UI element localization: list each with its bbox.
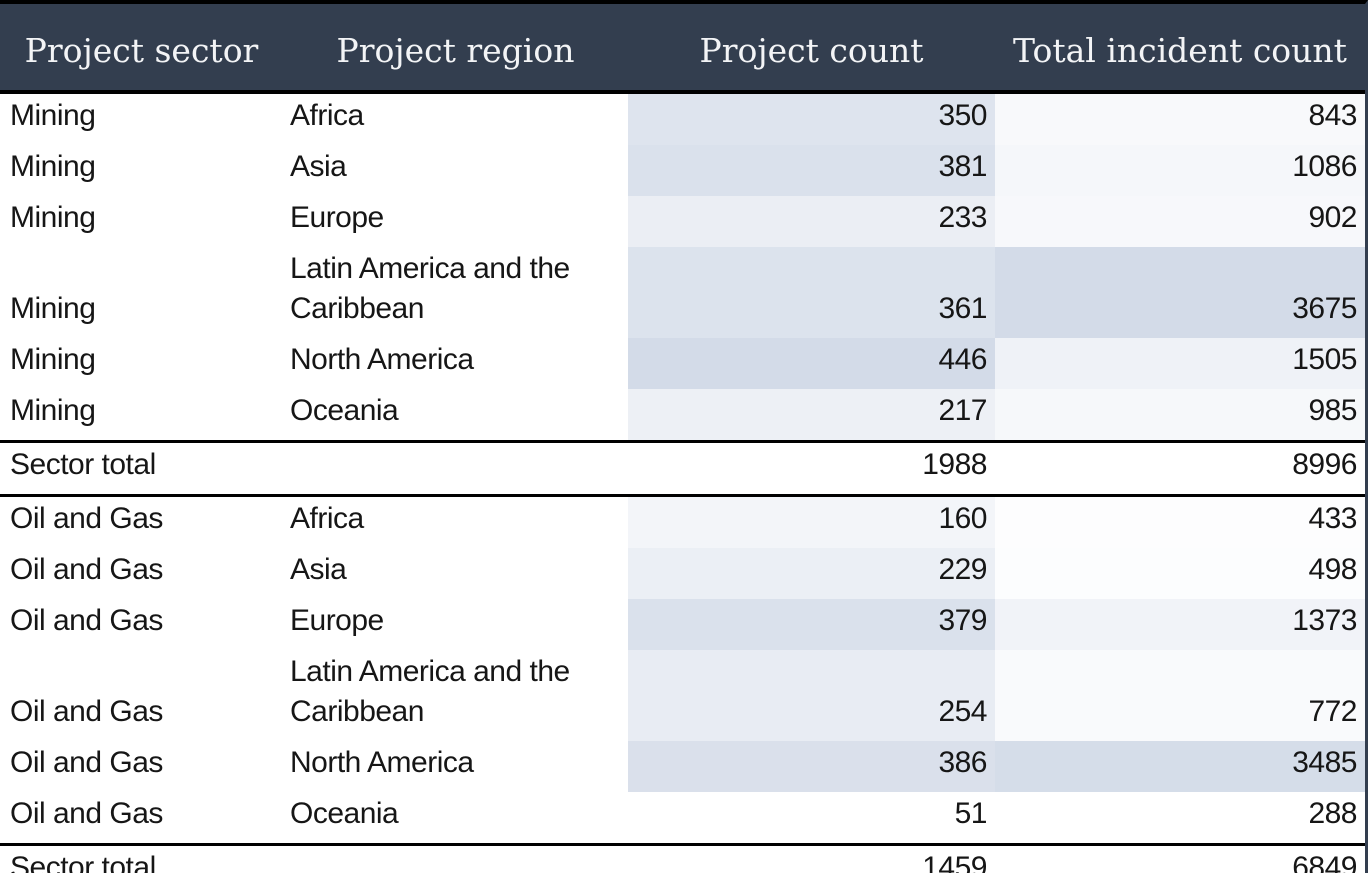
- incident-count-cell: 1373: [995, 599, 1365, 650]
- incident-count-cell: 902: [995, 196, 1365, 247]
- project-count-cell: 361: [628, 247, 995, 338]
- table-row: Mining Oceania 217 985: [0, 389, 1365, 442]
- project-count-cell: 350: [628, 92, 995, 145]
- project-count-cell: 160: [628, 495, 995, 548]
- sector-cell: Oil and Gas: [10, 746, 163, 779]
- region-cell: Asia: [290, 150, 347, 183]
- project-count-cell: 379: [628, 599, 995, 650]
- region-cell: Latin America and the Caribbean: [290, 655, 570, 728]
- table-row: Oil and Gas Africa 160 433: [0, 495, 1365, 548]
- sector-cell: Mining: [10, 292, 96, 325]
- project-count-cell: 381: [628, 145, 995, 196]
- sector-cell: Oil and Gas: [10, 604, 163, 637]
- incident-count-cell: 843: [995, 92, 1365, 145]
- sector-total-row: Sector total 1988 8996: [0, 441, 1365, 496]
- table-row: Mining Asia 381 1086: [0, 145, 1365, 196]
- sector-total-empty-cell: [283, 441, 628, 496]
- sector-cell: Mining: [10, 343, 96, 376]
- sector-cell: Oil and Gas: [10, 797, 163, 830]
- region-cell: Africa: [290, 99, 364, 132]
- sector-cell: Mining: [10, 394, 96, 427]
- table-row: Oil and Gas Europe 379 1373: [0, 599, 1365, 650]
- project-count-cell: 446: [628, 338, 995, 389]
- project-count-cell: 254: [628, 650, 995, 741]
- incident-count-cell: 433: [995, 495, 1365, 548]
- header-row: Project sector Project region Project co…: [0, 4, 1365, 94]
- sector-total-incident-count: 8996: [995, 441, 1365, 496]
- column-header-project-count: Project count: [628, 4, 995, 94]
- project-count-cell: 233: [628, 196, 995, 247]
- table-row: Mining Latin America and the Caribbean 361…: [0, 247, 1365, 338]
- sector-cell: Mining: [10, 99, 96, 132]
- sector-total-empty-cell: [283, 844, 628, 873]
- incident-count-cell: 3675: [995, 247, 1365, 338]
- column-header-project-sector: Project sector: [0, 4, 283, 94]
- sector-total-label: Sector total: [0, 441, 283, 496]
- region-cell: Latin America and the Caribbean: [290, 252, 570, 325]
- table-row: Oil and Gas Latin America and the Caribbe…: [0, 650, 1365, 741]
- table-row: Mining Europe 233 902: [0, 196, 1365, 247]
- incident-count-cell: 985: [995, 389, 1365, 442]
- incident-count-cell: 1505: [995, 338, 1365, 389]
- column-header-total-incident-count: Total incident count: [995, 4, 1365, 94]
- sector-total-row: Sector total 1459 6849: [0, 844, 1365, 873]
- sector-cell: Mining: [10, 150, 96, 183]
- table-row: Oil and Gas Asia 229 498: [0, 548, 1365, 599]
- region-cell: North America: [290, 746, 474, 779]
- sector-cell: Oil and Gas: [10, 695, 163, 728]
- sector-total-project-count: 1459: [628, 844, 995, 873]
- table-header: Project sector Project region Project co…: [0, 4, 1365, 94]
- incident-count-cell: 288: [995, 792, 1365, 845]
- project-count-cell: 51: [628, 792, 995, 845]
- table-row: Oil and Gas Oceania 51 288: [0, 792, 1365, 845]
- table-row: Mining Africa 350 843: [0, 92, 1365, 145]
- sector-total-label: Sector total: [0, 844, 283, 873]
- incident-count-cell: 3485: [995, 741, 1365, 792]
- region-cell: Asia: [290, 553, 347, 586]
- region-cell: Africa: [290, 502, 364, 535]
- region-cell: Europe: [290, 201, 384, 234]
- column-header-project-region: Project region: [283, 4, 628, 94]
- region-cell: Oceania: [290, 394, 399, 427]
- incident-count-cell: 772: [995, 650, 1365, 741]
- sector-total-project-count: 1988: [628, 441, 995, 496]
- project-count-cell: 229: [628, 548, 995, 599]
- table-body: Mining Africa 350 843 Mining Asia 381 1086 Minin…: [0, 92, 1365, 873]
- region-cell: Europe: [290, 604, 384, 637]
- project-count-cell: 217: [628, 389, 995, 442]
- region-cell: North America: [290, 343, 474, 376]
- sector-total-incident-count: 6849: [995, 844, 1365, 873]
- project-count-cell: 386: [628, 741, 995, 792]
- sector-cell: Oil and Gas: [10, 502, 163, 535]
- table-row: Mining North America 446 1505: [0, 338, 1365, 389]
- table-row: Oil and Gas North America 386 3485: [0, 741, 1365, 792]
- region-cell: Oceania: [290, 797, 399, 830]
- incident-count-cell: 1086: [995, 145, 1365, 196]
- sector-cell: Mining: [10, 201, 96, 234]
- incident-table: Project sector Project region Project co…: [0, 4, 1365, 873]
- incident-count-cell: 498: [995, 548, 1365, 599]
- sector-cell: Oil and Gas: [10, 553, 163, 586]
